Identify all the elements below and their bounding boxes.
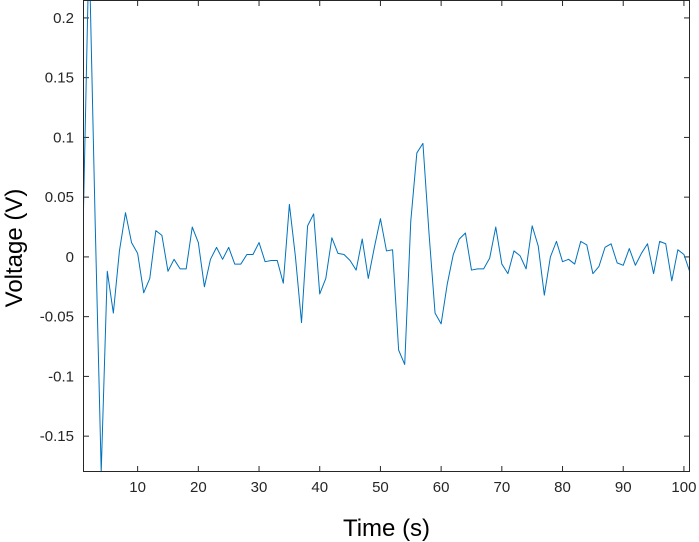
y-tick-label: 0.05 <box>45 189 74 206</box>
y-tick-label: 0.1 <box>53 129 74 146</box>
tick-labels: 10 20 30 40 50 60 70 80 90 100 -0.15 -0.1 -0.05 0 0.05… <box>40 10 697 496</box>
x-tick-label: 60 <box>433 479 450 496</box>
y-axis-label: Voltage (V) <box>1 189 28 308</box>
x-tick-label: 70 <box>493 479 510 496</box>
y-tick-label: 0 <box>66 249 74 266</box>
y-tick-label: -0.15 <box>40 428 74 445</box>
x-tick-label: 90 <box>615 479 632 496</box>
x-tick-label: 30 <box>251 479 268 496</box>
series-line-0 <box>83 0 690 472</box>
x-tick-label: 10 <box>129 479 146 496</box>
x-tick-label: 100 <box>671 479 696 496</box>
x-tick-label: 80 <box>554 479 571 496</box>
y-tick-label: 0.15 <box>45 70 74 87</box>
series-layer <box>83 0 690 472</box>
plot-area-frame <box>83 0 690 472</box>
axis-ticks <box>83 0 690 472</box>
x-tick-label: 40 <box>311 479 328 496</box>
y-tick-label: 0.2 <box>53 10 74 27</box>
x-axis-label: Time (s) <box>343 515 430 542</box>
x-tick-label: 20 <box>190 479 207 496</box>
y-tick-label: -0.05 <box>40 309 74 326</box>
x-tick-label: 50 <box>372 479 389 496</box>
y-tick-label: -0.1 <box>48 368 74 385</box>
